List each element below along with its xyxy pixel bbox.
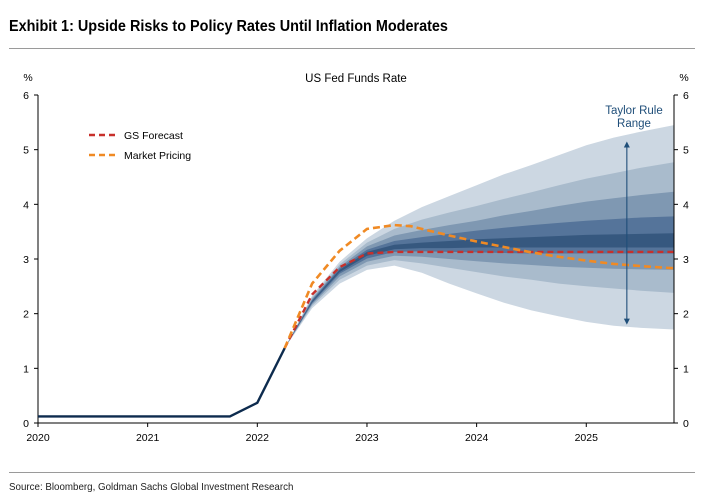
y-tick-label-right: 4 xyxy=(683,199,689,211)
series-actual xyxy=(38,347,286,418)
y-tick-label-left: 1 xyxy=(23,363,29,375)
x-tick-label: 2020 xyxy=(26,432,50,444)
y-axis-unit-left: % xyxy=(23,72,32,84)
legend-label-market-pricing: Market Pricing xyxy=(124,150,191,162)
bottom-divider xyxy=(9,472,695,473)
legend-label-gs-forecast: GS Forecast xyxy=(124,130,183,142)
series-gs-forecast xyxy=(283,250,674,349)
y-tick-label-left: 6 xyxy=(23,90,29,102)
y-tick-label-left: 4 xyxy=(23,199,29,211)
source-note: Source: Bloomberg, Goldman Sachs Global … xyxy=(9,481,294,493)
axes: 0 0 1 1 2 2 3 3 4 4 5 5 6 6 2020 2021 2022 2023 2024 2025 xyxy=(23,90,689,444)
y-tick-label-left: 3 xyxy=(23,254,29,266)
x-tick-label: 2023 xyxy=(355,432,379,444)
y-tick-label-right: 5 xyxy=(683,145,689,157)
annotation-text-line: Range xyxy=(617,118,651,130)
x-tick-label: 2025 xyxy=(575,432,599,444)
chart-title: US Fed Funds Rate xyxy=(305,73,407,85)
annotation-text-line: Taylor Rule xyxy=(605,105,663,117)
y-tick-label-left: 5 xyxy=(23,145,29,157)
data-series xyxy=(38,223,675,418)
y-tick-label-left: 2 xyxy=(23,309,29,321)
annotation-arrowhead-up xyxy=(623,141,630,148)
top-divider xyxy=(9,48,695,49)
x-tick-label: 2022 xyxy=(246,432,270,444)
series-market-pricing xyxy=(283,223,675,349)
y-tick-label-right: 2 xyxy=(683,309,689,321)
fed-funds-rate-chart: 0 0 1 1 2 2 3 3 4 4 5 5 6 6 2020 2021 2022 2023 2024 2025 G… xyxy=(23,72,689,444)
y-tick-label-right: 0 xyxy=(683,418,689,430)
legend: GS Forecast Market Pricing xyxy=(89,130,191,162)
exhibit-title: Exhibit 1: Upside Risks to Policy Rates … xyxy=(9,18,448,35)
y-axis-unit-right: % xyxy=(679,72,688,84)
y-tick-label-right: 3 xyxy=(683,254,689,266)
y-tick-label-left: 0 xyxy=(23,418,29,430)
x-tick-label: 2024 xyxy=(465,432,489,444)
y-tick-label-right: 1 xyxy=(683,363,689,375)
x-tick-label: 2021 xyxy=(136,432,160,444)
fan-chart-bands xyxy=(284,125,674,349)
y-tick-label-right: 6 xyxy=(683,90,689,102)
annotation-arrowhead-down xyxy=(623,318,630,325)
fan-band-inner xyxy=(284,233,674,349)
